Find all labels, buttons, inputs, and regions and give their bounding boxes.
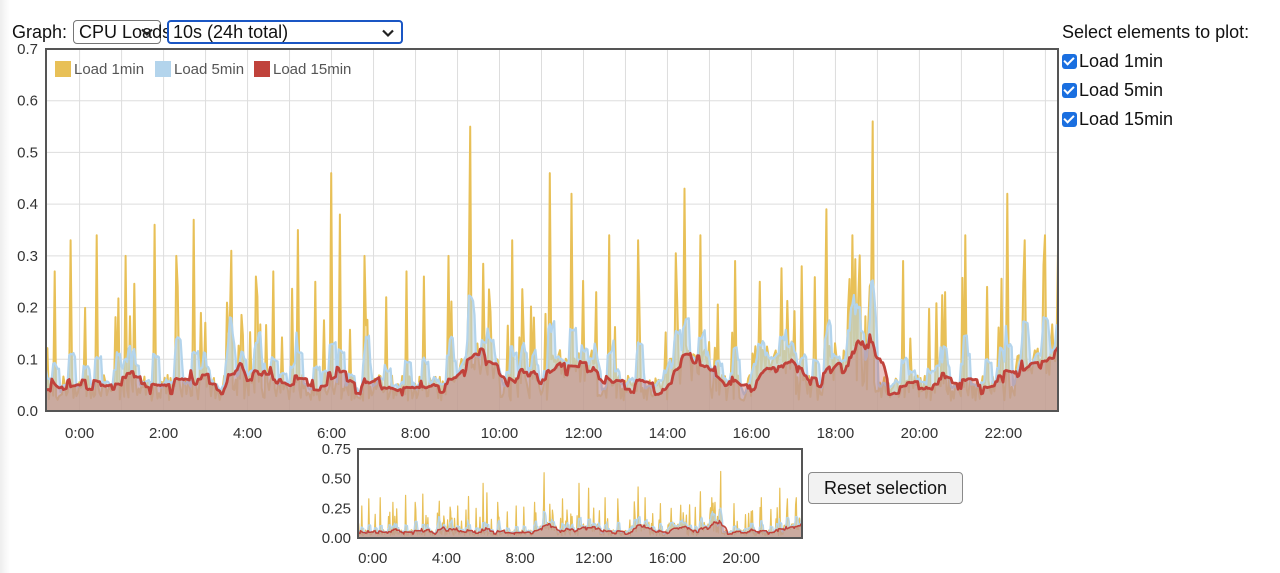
y-tick-label: 0.1	[17, 351, 38, 368]
series-load-15min-area	[46, 334, 1058, 411]
y-tick-label: 0.6	[17, 93, 38, 110]
checkbox-row-load-1min[interactable]: Load 1min	[1062, 47, 1249, 76]
chevron-down-icon	[141, 28, 153, 37]
overview-x-tick-label: 12:00	[575, 550, 613, 567]
checkbox-load-5min[interactable]	[1062, 83, 1077, 98]
x-tick-label: 12:00	[565, 425, 603, 442]
legend-swatch-load-1min	[55, 61, 71, 77]
x-tick-label: 20:00	[901, 425, 939, 442]
graph-label: Graph:	[12, 21, 68, 42]
x-tick-label: 2:00	[149, 425, 178, 442]
x-tick-label: 0:00	[65, 425, 94, 442]
y-tick-label: 0.5	[17, 144, 38, 161]
overview-y-tick-label: 0.50	[322, 471, 351, 488]
chevron-down-icon	[382, 29, 394, 38]
x-tick-label: 22:00	[985, 425, 1023, 442]
y-tick-label: 0.3	[17, 248, 38, 265]
reset-selection-button[interactable]: Reset selection	[808, 472, 963, 504]
series-load-15min-line	[357, 519, 803, 536]
overview-chart-series	[357, 470, 803, 538]
main-chart-series	[44, 120, 1060, 412]
overview-y-tick-label: 0.00	[322, 530, 351, 547]
main-chart-y-ticks: 0.0 0.1 0.2 0.3 0.4 0.5 0.6 0.7	[17, 41, 38, 420]
main-chart-x-ticks: 0:00 2:00 4:00 6:00 8:00 10:00 12:00 14:00 16:00…	[65, 425, 1022, 442]
overview-x-tick-label: 8:00	[506, 550, 535, 567]
plot-elements-panel: Select elements to plot: Load 1min Load …	[1062, 22, 1249, 134]
x-tick-label: 16:00	[733, 425, 771, 442]
checkbox-load-1min[interactable]	[1062, 54, 1077, 69]
graph-type-value: CPU Loads	[79, 22, 172, 42]
graph-type-select[interactable]: CPU Loads	[73, 20, 171, 44]
legend-swatch-load-5min	[155, 61, 171, 77]
legend-swatch-load-15min	[254, 61, 270, 77]
main-chart-frame[interactable]	[45, 48, 1059, 412]
x-tick-label: 14:00	[649, 425, 687, 442]
page-edge-shade	[0, 0, 10, 573]
checkbox-label: Load 5min	[1079, 80, 1164, 100]
y-tick-label: 0.7	[17, 41, 38, 58]
overview-chart-y-ticks: 0.75 0.50 0.25 0.00	[322, 441, 351, 547]
main-chart-legend: Load 1min Load 5min Load 15min	[55, 61, 351, 78]
time-range-select[interactable]: 10s (24h total)	[167, 20, 404, 44]
x-tick-label: 18:00	[817, 425, 855, 442]
x-tick-label: 4:00	[233, 425, 262, 442]
legend-label-load-5min: Load 5min	[174, 61, 244, 78]
overview-chart-x-ticks: 0:00 4:00 8:00 12:00 16:00 20:00	[358, 550, 760, 567]
x-tick-label: 6:00	[317, 425, 346, 442]
checkbox-row-load-5min[interactable]: Load 5min	[1062, 76, 1249, 105]
y-tick-label: 0.2	[17, 300, 38, 317]
time-range-value: 10s (24h total)	[173, 22, 289, 42]
overview-x-tick-label: 0:00	[358, 550, 387, 567]
x-tick-label: 8:00	[401, 425, 430, 442]
y-tick-label: 0.0	[17, 403, 38, 420]
graph-controls: Graph: CPU Loads 10s (24h total)	[12, 20, 409, 44]
legend-label-load-1min: Load 1min	[74, 61, 144, 78]
y-tick-label: 0.4	[17, 196, 38, 213]
overview-x-tick-label: 20:00	[722, 550, 760, 567]
legend-label-load-15min: Load 15min	[273, 61, 351, 78]
overview-x-tick-label: 16:00	[649, 550, 687, 567]
overview-x-tick-label: 4:00	[432, 550, 461, 567]
series-load-15min-line	[45, 333, 1060, 397]
plot-elements-title: Select elements to plot:	[1062, 22, 1250, 42]
checkbox-label: Load 15min	[1079, 109, 1174, 129]
checkbox-load-15min[interactable]	[1062, 112, 1077, 127]
x-tick-label: 10:00	[481, 425, 519, 442]
checkbox-label: Load 1min	[1079, 51, 1164, 71]
overview-y-tick-label: 0.25	[322, 500, 351, 517]
checkbox-row-load-15min[interactable]: Load 15min	[1062, 105, 1249, 134]
overview-y-tick-label: 0.75	[322, 441, 351, 458]
overview-chart-frame[interactable]	[357, 448, 803, 539]
